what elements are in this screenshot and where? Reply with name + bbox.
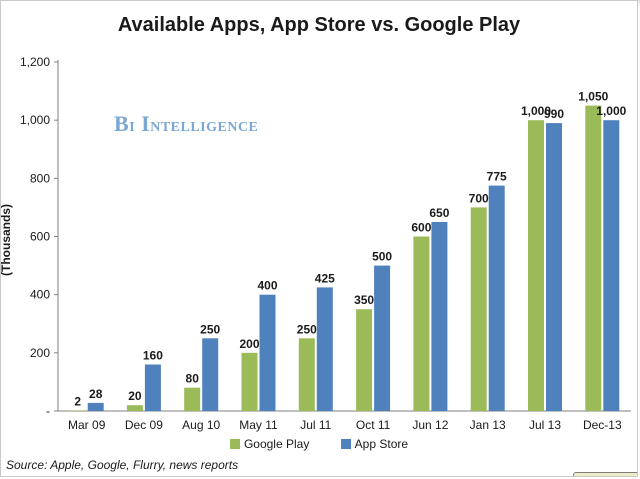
- svg-text:1,050: 1,050: [578, 90, 608, 104]
- svg-text:800: 800: [30, 171, 50, 185]
- svg-text:600: 600: [411, 221, 431, 235]
- svg-text:80: 80: [186, 372, 200, 386]
- svg-text:200: 200: [30, 346, 50, 360]
- svg-text:Mar 09: Mar 09: [68, 418, 106, 432]
- svg-text:160: 160: [143, 349, 163, 363]
- svg-text:Dec 09: Dec 09: [125, 418, 163, 432]
- svg-text:1,200: 1,200: [20, 55, 50, 69]
- svg-text:350: 350: [354, 293, 374, 307]
- svg-text:May 11: May 11: [239, 418, 278, 432]
- svg-text:1,000: 1,000: [20, 113, 50, 127]
- svg-text:400: 400: [257, 279, 277, 293]
- svg-text:250: 250: [297, 322, 317, 336]
- svg-text:650: 650: [429, 206, 449, 220]
- svg-text:600: 600: [30, 230, 50, 244]
- svg-text:400: 400: [30, 288, 50, 302]
- svg-text:Jun 12: Jun 12: [412, 418, 448, 432]
- svg-text:990: 990: [544, 107, 564, 121]
- svg-text:700: 700: [469, 191, 489, 205]
- svg-text:500: 500: [372, 250, 392, 264]
- svg-text:1,000: 1,000: [596, 104, 626, 118]
- svg-text:Dec-13: Dec-13: [583, 418, 622, 432]
- svg-text:Jul 13: Jul 13: [529, 418, 561, 432]
- svg-text:Jan 13: Jan 13: [470, 418, 506, 432]
- svg-text:Aug 10: Aug 10: [182, 418, 220, 432]
- svg-text:425: 425: [315, 271, 335, 285]
- svg-text:-: -: [46, 404, 50, 418]
- svg-text:Jul 11: Jul 11: [300, 418, 331, 432]
- svg-text:28: 28: [89, 387, 103, 401]
- svg-text:Oct 11: Oct 11: [356, 418, 391, 432]
- svg-text:250: 250: [200, 322, 220, 336]
- svg-text:20: 20: [128, 389, 142, 403]
- svg-text:200: 200: [239, 337, 259, 351]
- svg-text:2: 2: [74, 394, 81, 408]
- svg-text:775: 775: [487, 170, 507, 184]
